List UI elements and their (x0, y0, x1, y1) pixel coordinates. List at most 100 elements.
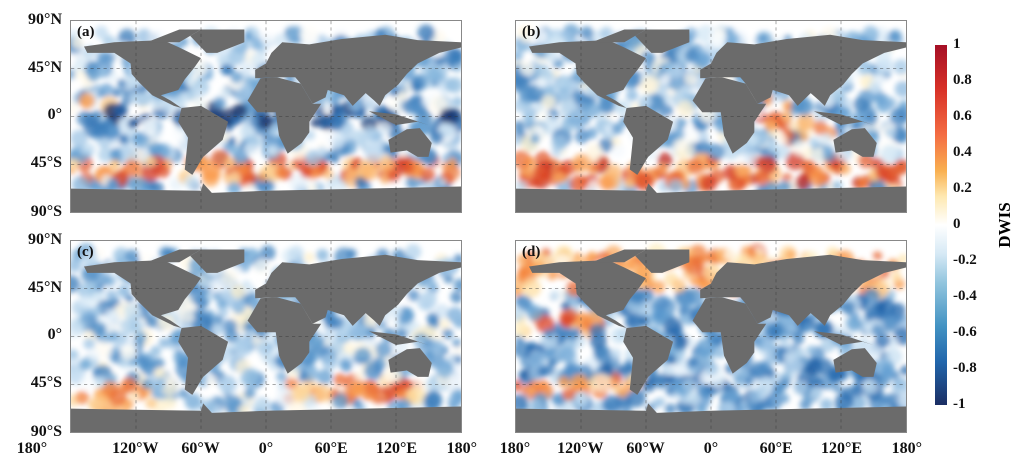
anomaly-blob (124, 293, 135, 303)
anomaly-blob (894, 80, 906, 98)
anomaly-blob (330, 315, 344, 329)
anomaly-blob (872, 251, 883, 261)
anomaly-blob (664, 366, 674, 376)
anomaly-blob (659, 73, 671, 85)
anomaly-blob (779, 393, 790, 404)
y-tick-label: 90°S (30, 423, 62, 440)
anomaly-blob (124, 249, 140, 264)
anomaly-blob (213, 96, 227, 109)
anomaly-blob (785, 151, 805, 171)
anomaly-blob (333, 373, 347, 386)
anomaly-blob (354, 384, 365, 394)
anomaly-blob (549, 288, 562, 301)
anomaly-blob (543, 329, 554, 339)
anomaly-blob (78, 92, 96, 109)
anomaly-blob (663, 317, 683, 337)
anomaly-blob (243, 387, 256, 400)
anomaly-blob (113, 247, 130, 264)
anomaly-blob (698, 131, 710, 143)
anomaly-blob (337, 328, 347, 339)
anomaly-blob (429, 130, 444, 145)
anomaly-blob (772, 130, 782, 140)
anomaly-blob (80, 250, 99, 269)
anomaly-blob (676, 100, 694, 117)
anomaly-blob (535, 379, 550, 393)
colorbar-tick-label: -0.8 (953, 360, 977, 376)
anomaly-blob (567, 109, 587, 129)
land-mass (84, 40, 201, 109)
anomaly-blob (299, 25, 319, 44)
anomaly-blob (516, 136, 522, 147)
anomaly-blob (880, 144, 900, 164)
x-tick-label: 180° (446, 440, 477, 457)
land-mass (247, 297, 322, 374)
anomaly-blob (740, 253, 750, 263)
anomaly-blob (585, 143, 603, 161)
land-mass (388, 348, 432, 377)
y-tick-label: 90°S (30, 203, 62, 220)
anomaly-blob (575, 391, 588, 405)
land-mass (635, 29, 690, 53)
anomaly-blob (654, 309, 666, 322)
anomaly-blob (71, 366, 85, 384)
anomaly-blob (862, 288, 880, 305)
anomaly-blob (675, 117, 687, 129)
anomaly-blob (766, 140, 780, 153)
anomaly-blob (810, 386, 824, 399)
anomaly-blob (561, 387, 576, 401)
x-tick-label: 60°W (181, 440, 220, 457)
anomaly-blob (80, 375, 96, 391)
anomaly-blob (140, 118, 158, 136)
anomaly-blob (231, 301, 246, 315)
anomaly-blob (767, 326, 780, 338)
anomaly-blob (108, 160, 119, 172)
anomaly-blob (98, 147, 114, 163)
anomaly-blob (128, 93, 139, 104)
y-tick-label: 90°N (28, 231, 62, 248)
anomaly-blob (889, 29, 902, 43)
anomaly-blob (551, 136, 568, 152)
anomaly-blob (617, 387, 629, 398)
anomaly-blob (801, 159, 817, 174)
anomaly-blob (224, 157, 236, 169)
anomaly-blob (450, 290, 461, 304)
map-panel-c: (c) (70, 240, 462, 433)
anomaly-blob (785, 322, 798, 334)
anomaly-blob (857, 177, 869, 189)
anomaly-blob (447, 76, 461, 94)
anomaly-blob (453, 278, 461, 292)
anomaly-blob (417, 24, 435, 42)
anomaly-blob (257, 115, 273, 130)
anomaly-blob (364, 381, 380, 397)
y-tick-label: 0° (47, 326, 62, 343)
land-mass (833, 128, 877, 157)
land-mass (190, 249, 245, 273)
anomaly-blob (289, 174, 309, 193)
anomaly-blob (230, 71, 243, 84)
anomaly-blob (657, 163, 668, 175)
anomaly-blob (615, 364, 627, 376)
anomaly-blob (217, 53, 230, 67)
anomaly-blob (734, 163, 749, 178)
anomaly-blob (316, 115, 330, 129)
anomaly-blob (194, 87, 205, 97)
colorbar-label: DWIS (995, 202, 1014, 248)
anomaly-blob (896, 131, 906, 143)
anomaly-blob (383, 370, 398, 384)
anomaly-blob (447, 394, 461, 409)
anomaly-blob (407, 289, 420, 302)
anomaly-blob (706, 251, 720, 264)
anomaly-blob (254, 136, 265, 146)
x-tick-label: 60°E (314, 440, 348, 457)
anomaly-blob (553, 171, 566, 184)
anomaly-blob (364, 145, 383, 163)
anomaly-blob (339, 358, 352, 371)
land-mass (692, 77, 767, 154)
anomaly-blob (256, 340, 273, 356)
x-tick-label: 120°E (375, 440, 418, 457)
anomaly-blob (158, 337, 170, 349)
colorbar-tick-label: 0.2 (953, 180, 972, 196)
anomaly-blob (625, 89, 639, 102)
anomaly-blob (145, 397, 157, 409)
anomaly-blob (516, 321, 529, 337)
